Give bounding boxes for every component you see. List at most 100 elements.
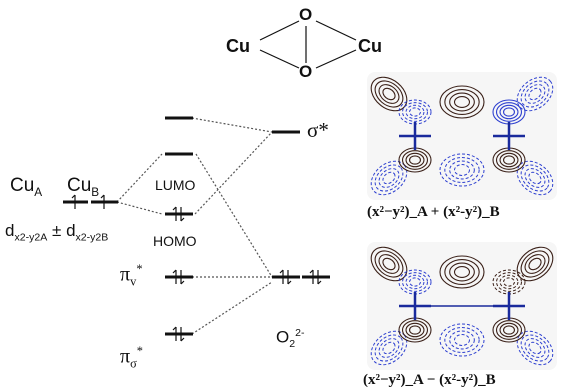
contour-lobe bbox=[516, 330, 554, 366]
contour-lobe bbox=[499, 274, 519, 290]
connector-cu-homo bbox=[116, 201, 163, 215]
contour-lobe bbox=[382, 257, 396, 271]
contour-lobe bbox=[439, 153, 485, 187]
connector-homo-sigma bbox=[195, 153, 273, 278]
contour-lobe bbox=[499, 152, 519, 168]
contour-lobe bbox=[444, 327, 480, 353]
electron-pair-pi-v bbox=[172, 269, 185, 285]
contour-lobe bbox=[454, 164, 470, 176]
contour-lobe bbox=[439, 323, 485, 357]
contour-lobe bbox=[520, 80, 550, 108]
electron-pair-pi-sigma bbox=[172, 326, 185, 342]
label-pi-sigma-star: πσ* bbox=[120, 344, 143, 371]
contour-lobe bbox=[401, 150, 429, 170]
contour-lobe bbox=[382, 341, 396, 355]
contour-lobe bbox=[382, 87, 396, 101]
contour-lobe bbox=[520, 164, 550, 192]
contour-lobe bbox=[520, 334, 550, 362]
contour-lobe bbox=[528, 341, 542, 355]
contour-lobe bbox=[495, 150, 523, 170]
bond-o-top-cu-right bbox=[315, 20, 357, 41]
contour-lobe bbox=[405, 152, 425, 168]
electron-pair-o2-right bbox=[309, 269, 322, 285]
contour-lobe bbox=[499, 104, 519, 120]
contour-lobe bbox=[453, 266, 471, 278]
contour-lobe bbox=[453, 96, 471, 108]
contour-lobe bbox=[524, 338, 546, 358]
contour-lobe bbox=[374, 164, 404, 192]
contour-lobe bbox=[405, 104, 425, 120]
contour-lobe bbox=[503, 155, 515, 165]
contour-lobe bbox=[370, 76, 408, 112]
contour-lobe bbox=[449, 262, 475, 282]
contour-lobe bbox=[405, 274, 425, 290]
label-cu-a: CuA bbox=[10, 175, 43, 199]
label-o2-2minus: O22- bbox=[276, 327, 305, 351]
contour-lobe bbox=[409, 155, 421, 165]
caption-antibonding-combination: (x²−y²)_A − (x²-y²)_B bbox=[363, 372, 496, 388]
contour-lobe bbox=[503, 277, 515, 287]
contour-lobe bbox=[520, 250, 550, 278]
contour-lobe bbox=[402, 272, 428, 292]
contour-lobe bbox=[516, 160, 554, 196]
label-lumo: LUMO bbox=[155, 177, 196, 193]
contour-lobe bbox=[454, 334, 470, 346]
contour-lobe bbox=[449, 92, 475, 112]
contour-lobe bbox=[378, 338, 400, 358]
contour-lobe bbox=[516, 76, 554, 112]
contour-lobe bbox=[439, 255, 485, 289]
connector-top-sigma bbox=[191, 117, 273, 133]
electron-pair-homo bbox=[172, 206, 185, 222]
contour-lobe bbox=[503, 107, 515, 117]
plot-background bbox=[367, 72, 557, 200]
contour-lobe bbox=[382, 171, 396, 185]
structure-cu-right: Cu bbox=[358, 36, 382, 56]
label-sigma-star: σ* bbox=[307, 118, 329, 142]
contour-lobe bbox=[528, 87, 542, 101]
label-pi-v-star: πv* bbox=[120, 262, 143, 289]
orbital-plot-bonding bbox=[367, 72, 557, 200]
contour-lobe bbox=[405, 322, 425, 338]
contour-lobe bbox=[409, 107, 421, 117]
electron-pair-o2-left bbox=[279, 269, 292, 285]
connectors bbox=[116, 117, 273, 335]
contour-lobe bbox=[449, 330, 475, 350]
connector-pi-sigma bbox=[191, 281, 273, 335]
contour-lobe bbox=[409, 325, 421, 335]
contour-lobe bbox=[374, 250, 404, 278]
contour-lobe bbox=[495, 320, 523, 340]
structure-o-top: O bbox=[299, 5, 313, 24]
contour-lobe bbox=[449, 160, 475, 180]
contour-lobe bbox=[496, 272, 522, 292]
contour-lobe bbox=[495, 102, 523, 122]
bond-o-bottom-cu-right bbox=[315, 49, 357, 69]
connector-lumo-lo2 bbox=[194, 131, 273, 215]
contour-lobe bbox=[528, 171, 542, 185]
contour-lobe bbox=[499, 322, 519, 338]
cu2o2-structure-bonds bbox=[259, 20, 357, 69]
contour-lobe bbox=[378, 254, 400, 274]
contour-lobe bbox=[378, 168, 400, 188]
electron-up-cu-a bbox=[71, 194, 76, 209]
caption-bonding-combination: (x²−y²)_A + (x²-y²)_B bbox=[367, 204, 500, 220]
bond-cu-left-o-top bbox=[259, 20, 300, 41]
contour-lobe bbox=[370, 246, 408, 282]
contour-lobe bbox=[444, 157, 480, 183]
label-homo: HOMO bbox=[153, 233, 197, 249]
contour-lobe bbox=[401, 320, 429, 340]
structure-cu-left: Cu bbox=[226, 36, 250, 56]
connector-cu-lumo bbox=[116, 153, 163, 203]
contour-lobe bbox=[409, 277, 421, 287]
structure-o-bottom: O bbox=[299, 62, 313, 81]
contour-lobe bbox=[524, 84, 546, 104]
orbital-plot-antibonding bbox=[367, 242, 557, 370]
contour-lobe bbox=[503, 325, 515, 335]
contour-lobe bbox=[524, 254, 546, 274]
label-d-orbitals: dx2-y2A ± dx2-y2B bbox=[5, 221, 109, 244]
label-cu-b: CuB bbox=[67, 175, 100, 199]
contour-lobe bbox=[444, 258, 480, 286]
bond-cu-left-o-bottom bbox=[259, 49, 300, 69]
contour-lobe bbox=[439, 85, 485, 119]
